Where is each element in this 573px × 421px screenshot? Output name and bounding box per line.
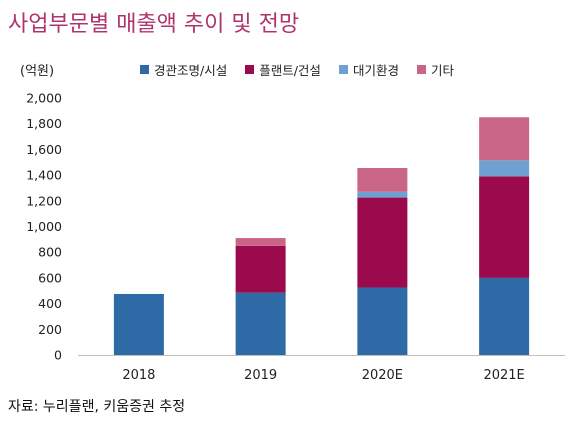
source-note: 자료: 누리플랜, 키움증권 추정 xyxy=(8,399,186,415)
y-tick-label: 1,000 xyxy=(26,219,62,234)
y-tick-label: 1,600 xyxy=(26,142,62,157)
legend-item-landscape-lighting: 경관조명/시설 xyxy=(140,60,227,79)
bar-segment xyxy=(357,197,408,288)
bar-segment xyxy=(357,168,408,192)
bar-segment xyxy=(479,117,530,161)
y-tick-label: 1,800 xyxy=(26,116,62,131)
legend-item-other: 기타 xyxy=(416,60,454,79)
legend-item-air-environment: 대기환경 xyxy=(338,60,399,79)
legend-label-air-environment: 대기환경 xyxy=(352,63,399,78)
y-axis-unit-label: (억원) xyxy=(20,64,55,79)
bar-segment xyxy=(235,292,286,355)
bar-segment xyxy=(479,277,530,355)
bar-segment xyxy=(235,245,286,293)
legend-swatch-other xyxy=(416,65,426,74)
legend-swatch-air-environment xyxy=(338,65,348,74)
y-tick-label: 2,000 xyxy=(26,91,62,106)
x-tick-label: 2021E xyxy=(483,368,524,383)
x-tick-label: 2019 xyxy=(244,368,277,383)
bar-segment xyxy=(357,287,408,355)
legend-label-landscape-lighting: 경관조명/시설 xyxy=(154,63,228,78)
y-tick-label: 600 xyxy=(38,270,62,285)
y-tick-label: 1,200 xyxy=(26,193,62,208)
x-tick-label: 2020E xyxy=(362,368,403,383)
x-tick-label: 2018 xyxy=(122,368,155,383)
bar-segment xyxy=(357,191,408,198)
y-tick-label: 400 xyxy=(38,296,62,311)
bar-segment xyxy=(113,293,164,355)
y-tick-label: 1,400 xyxy=(26,168,62,183)
chart-legend: 경관조명/시설 플랜트/건설 대기환경 기타 xyxy=(140,60,454,79)
legend-swatch-landscape-lighting xyxy=(140,65,149,74)
chart-title: 사업부문별 매출액 추이 및 전망 xyxy=(8,12,300,37)
y-tick-label: 0 xyxy=(54,348,62,363)
legend-swatch-plant-construction xyxy=(245,65,255,74)
bar-segment xyxy=(479,176,530,278)
bar-segment xyxy=(235,238,286,246)
legend-item-plant-construction: 플랜트/건설 xyxy=(245,60,321,79)
bar-segment xyxy=(479,160,530,177)
legend-label-other: 기타 xyxy=(430,63,454,78)
y-tick-label: 200 xyxy=(38,322,62,337)
legend-label-plant-construction: 플랜트/건설 xyxy=(259,63,321,78)
y-tick-label: 800 xyxy=(38,245,62,260)
